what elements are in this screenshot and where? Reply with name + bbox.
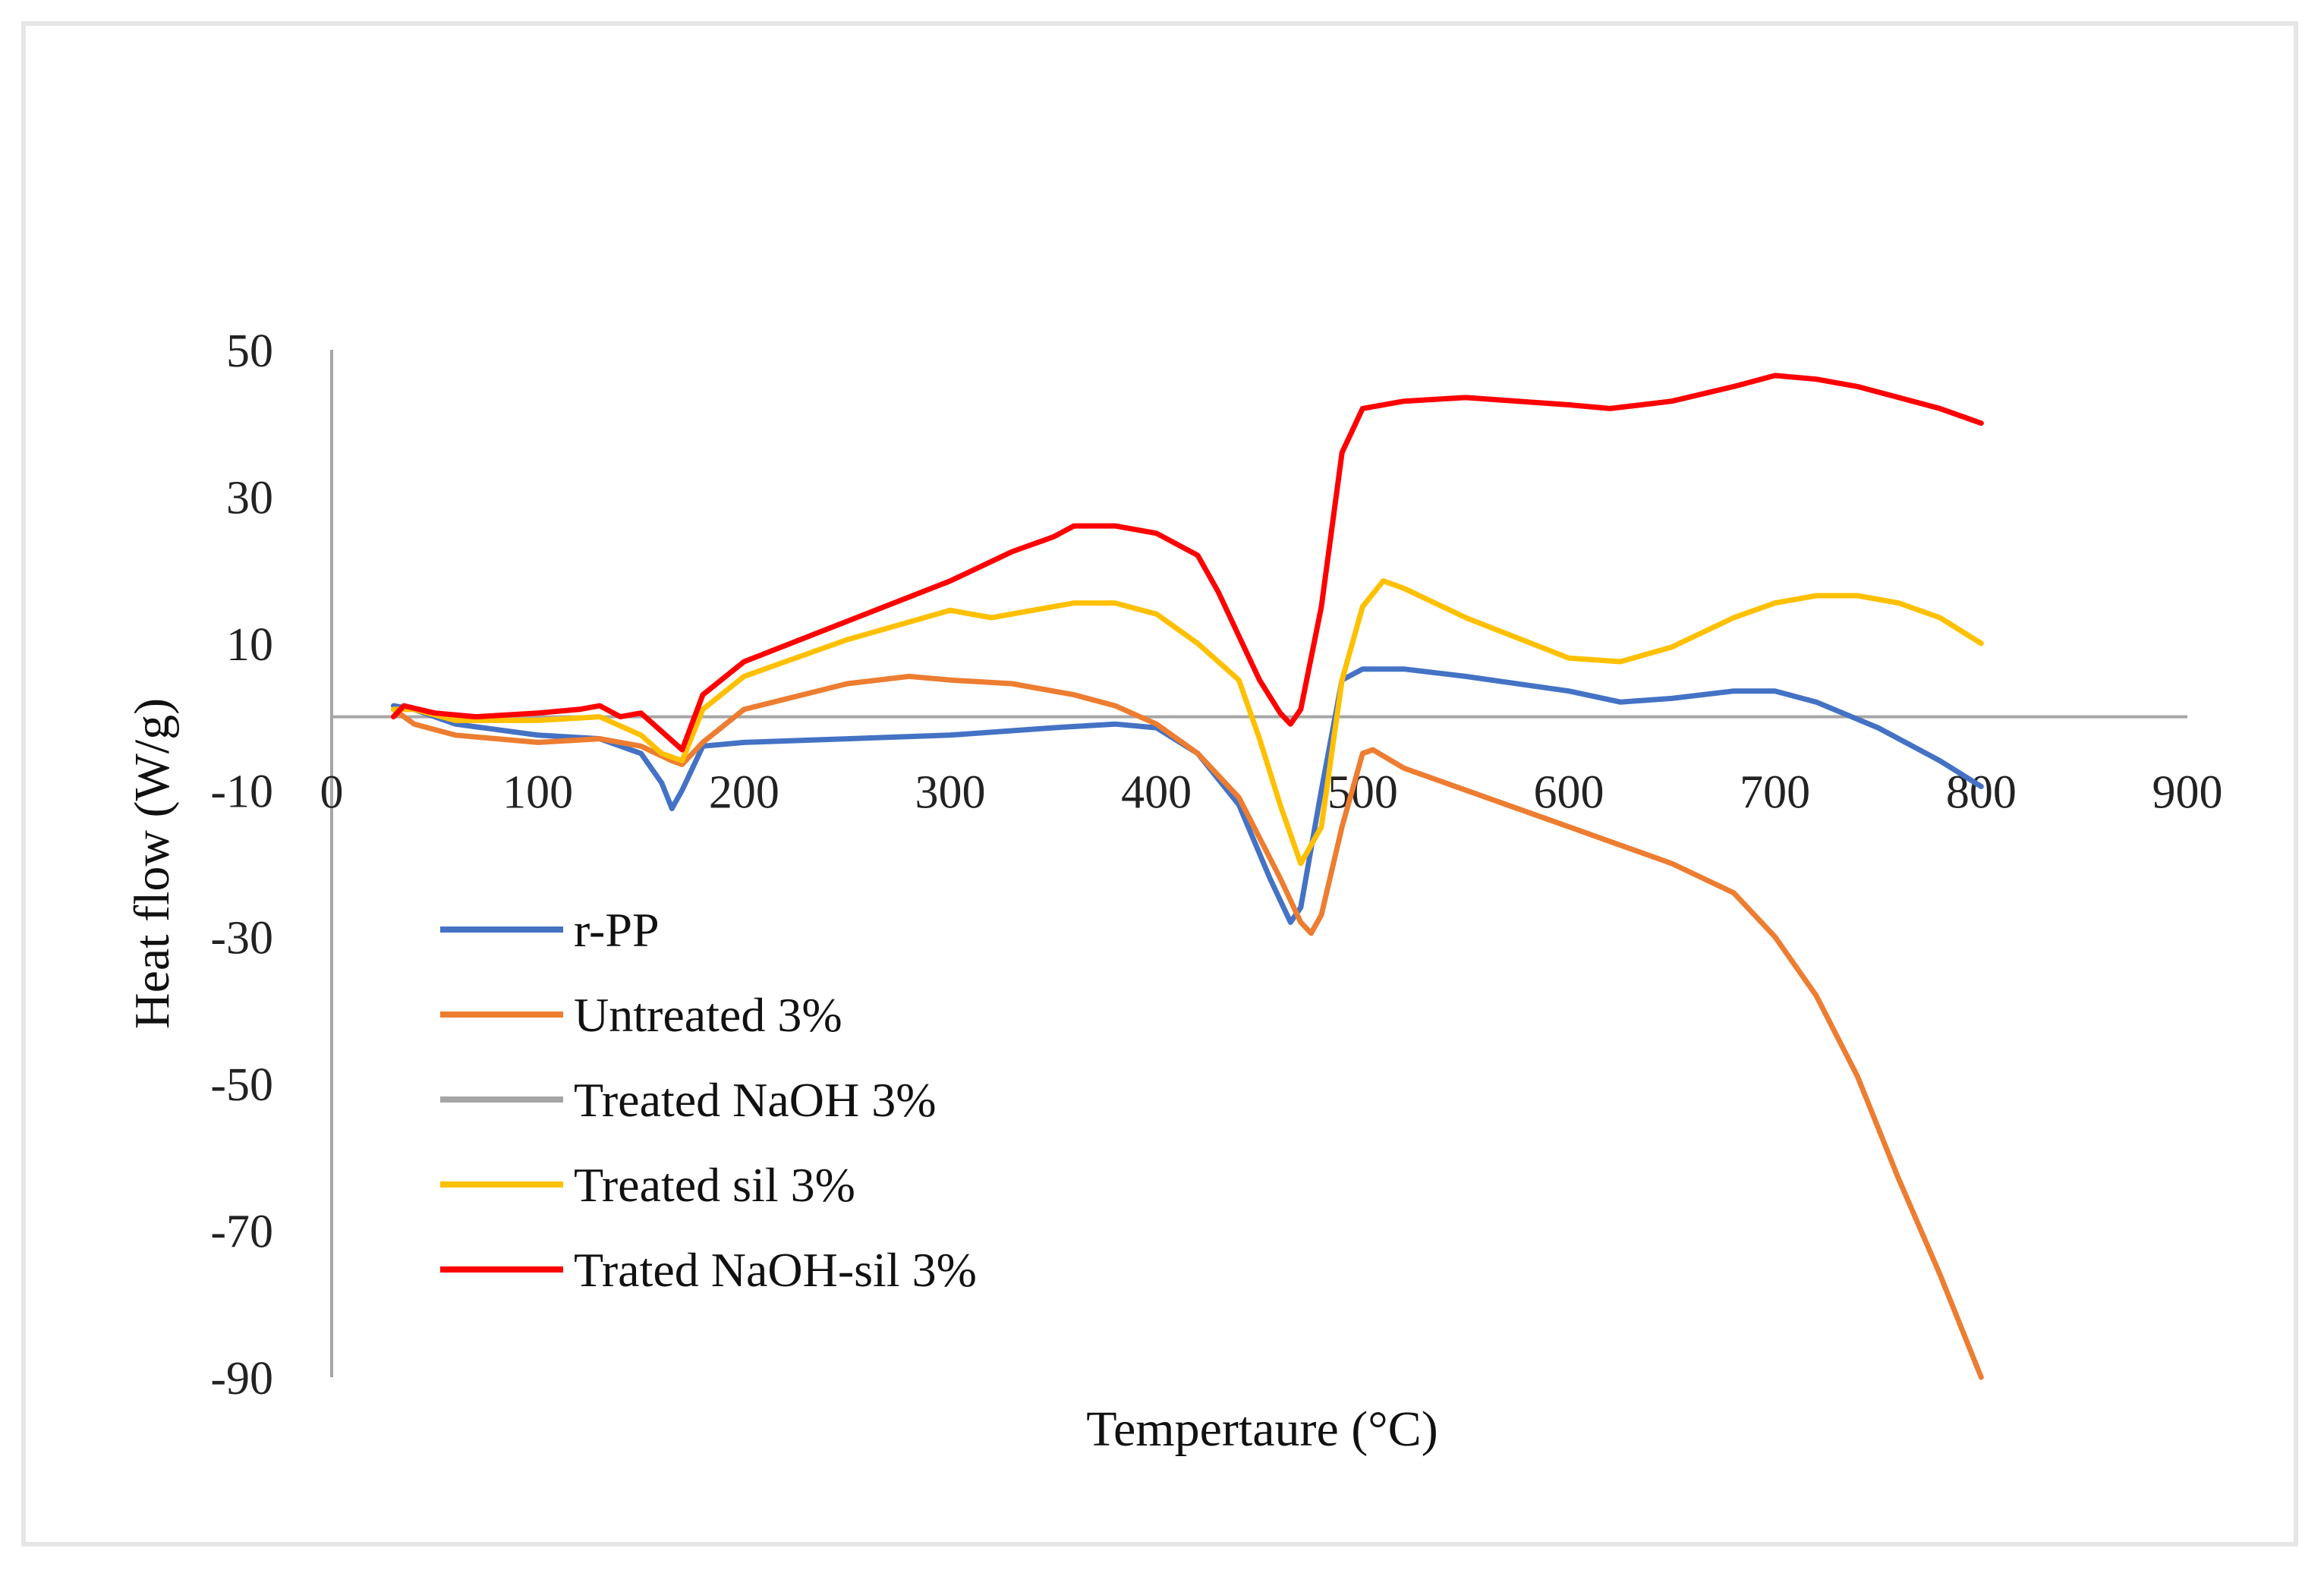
series-lines — [391, 373, 1984, 1380]
series-line-1 — [391, 673, 1984, 1380]
series-line-4 — [391, 373, 1984, 753]
y-axis-title: Heat flow (W/g) — [124, 698, 180, 1029]
legend-label-3: Treated sil 3% — [574, 1158, 855, 1212]
y-tick-labels: 50 30 10 -10 -30 -50 -70 -90 — [210, 326, 273, 1405]
x-tick-label: 600 — [1534, 767, 1604, 819]
chart-frame — [21, 21, 2298, 1546]
x-tick-label: 400 — [1121, 767, 1192, 819]
x-tick-label: 200 — [709, 767, 779, 819]
y-tick-label: 30 — [226, 472, 273, 524]
x-tick-label: 500 — [1327, 767, 1398, 819]
series-line-3 — [391, 578, 1984, 867]
x-axis-title: Tempertaure (°C) — [1086, 1402, 1438, 1457]
x-tick-label: 900 — [2152, 767, 2223, 819]
y-tick-label: -10 — [210, 766, 273, 817]
y-tick-label: -50 — [210, 1059, 273, 1111]
legend-label-0: r-PP — [574, 903, 660, 957]
y-tick-label: -30 — [210, 913, 273, 964]
series-line-0 — [391, 666, 1984, 925]
x-tick-label: 800 — [1946, 767, 2017, 819]
y-tick-label: 50 — [226, 326, 273, 377]
legend: r-PP Untreated 3% Treated NaOH 3% Treated s… — [440, 903, 977, 1297]
y-tick-label: -90 — [210, 1353, 273, 1405]
legend-label-1: Untreated 3% — [574, 988, 842, 1042]
y-tick-label: 10 — [226, 619, 273, 671]
x-tick-label: 0 — [320, 767, 344, 819]
legend-label-4: Trated NaOH-sil 3% — [574, 1243, 977, 1297]
x-tick-label: 700 — [1740, 767, 1810, 819]
x-tick-labels: 0 100 200 300 400 500 600 700 800 900 — [320, 767, 2223, 819]
x-tick-label: 100 — [502, 767, 573, 819]
y-tick-label: -70 — [210, 1206, 273, 1258]
x-tick-label: 300 — [915, 767, 986, 819]
legend-label-2: Treated NaOH 3% — [574, 1073, 937, 1127]
axes — [330, 350, 2187, 1377]
